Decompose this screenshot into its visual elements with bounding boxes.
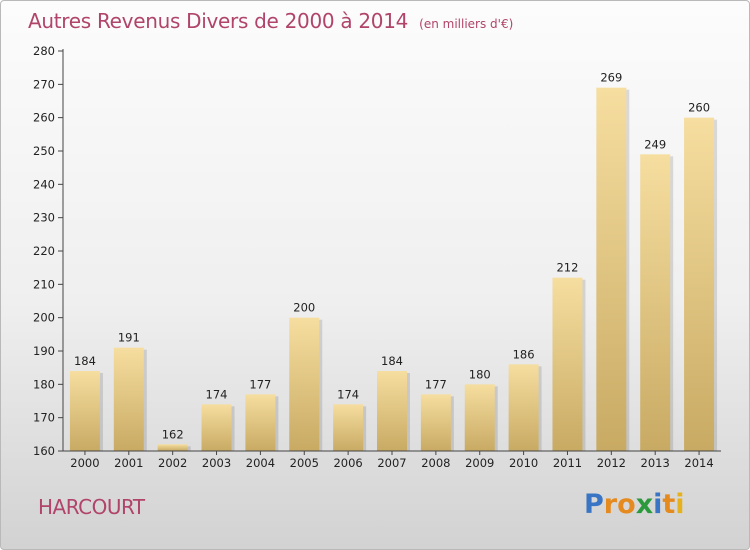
y-tick-label: 170 xyxy=(33,411,55,425)
data-label: 249 xyxy=(644,137,666,151)
y-tick-label: 220 xyxy=(33,244,55,258)
logo-letter: P xyxy=(584,489,604,520)
bar xyxy=(640,154,671,452)
x-tick-label: 2006 xyxy=(333,456,362,470)
data-label: 174 xyxy=(337,387,359,401)
y-tick-label: 210 xyxy=(33,277,55,291)
x-tick-label: 2012 xyxy=(597,456,626,470)
commune-name: HARCOURT xyxy=(38,495,145,519)
y-tick-label: 160 xyxy=(33,444,55,458)
bar xyxy=(684,117,715,452)
data-label: 177 xyxy=(249,377,271,391)
x-tick-label: 2002 xyxy=(158,456,187,470)
y-tick-label: 250 xyxy=(33,144,55,158)
logo-letter: i xyxy=(653,489,663,520)
y-tick-label: 240 xyxy=(33,177,55,191)
y-tick-label: 270 xyxy=(33,77,55,91)
x-tick-label: 2007 xyxy=(377,456,406,470)
logo-letter: i xyxy=(675,489,685,520)
logo-letter: x xyxy=(635,489,654,520)
data-label: 212 xyxy=(556,261,578,275)
y-tick-label: 260 xyxy=(33,111,55,125)
bar xyxy=(289,317,320,451)
bar xyxy=(420,394,451,451)
data-label: 174 xyxy=(206,387,228,401)
bar xyxy=(157,444,188,451)
y-tick-label: 190 xyxy=(33,344,55,358)
chart-title-row: Autres Revenus Divers de 2000 à 2014 (en… xyxy=(28,9,513,33)
proxiti-logo: Proxiti xyxy=(584,489,685,520)
data-label: 177 xyxy=(425,377,447,391)
bar xyxy=(464,384,495,451)
x-tick-label: 2008 xyxy=(421,456,450,470)
chart-subtitle: (en milliers d'€) xyxy=(419,17,514,31)
data-label: 191 xyxy=(118,331,140,345)
x-tick-label: 2009 xyxy=(465,456,494,470)
logo-letter: r xyxy=(603,489,618,520)
data-label: 269 xyxy=(600,71,622,85)
x-tick-label: 2004 xyxy=(246,456,275,470)
bar xyxy=(69,371,100,451)
bar xyxy=(333,404,364,451)
x-tick-label: 2010 xyxy=(509,456,538,470)
data-label: 184 xyxy=(74,354,96,368)
x-tick-label: 2005 xyxy=(290,456,319,470)
x-tick-label: 2014 xyxy=(684,456,713,470)
data-label: 186 xyxy=(513,347,535,361)
logo-letter: t xyxy=(662,489,676,520)
axes-layer: 2000 2001 2002 2003 2004 2005 2006 2007 2008 2009… xyxy=(33,44,721,470)
x-tick-label: 2000 xyxy=(70,456,99,470)
data-label: 180 xyxy=(469,367,491,381)
y-tick-label: 230 xyxy=(33,211,55,225)
bar xyxy=(113,347,144,451)
x-tick-label: 2003 xyxy=(202,456,231,470)
x-tick-label: 2013 xyxy=(641,456,670,470)
logo-letter: o xyxy=(617,489,636,520)
data-label: 200 xyxy=(293,301,315,315)
data-label: 260 xyxy=(688,101,710,115)
bars-layer: 184 191 162 174 177 200 174 184 177 180 186 212 269 2… xyxy=(69,71,718,452)
x-tick-label: 2001 xyxy=(114,456,143,470)
y-tick-label: 180 xyxy=(33,377,55,391)
bar xyxy=(596,87,627,452)
bar xyxy=(201,404,232,451)
y-tick-label: 200 xyxy=(33,311,55,325)
bar xyxy=(508,364,539,451)
bar xyxy=(552,277,583,451)
chart-title: Autres Revenus Divers de 2000 à 2014 xyxy=(28,9,409,33)
bar xyxy=(245,394,276,451)
x-tick-label: 2011 xyxy=(553,456,582,470)
data-label: 162 xyxy=(162,427,184,441)
data-label: 184 xyxy=(381,354,403,368)
bar xyxy=(377,371,407,451)
y-tick-label: 280 xyxy=(33,44,55,58)
